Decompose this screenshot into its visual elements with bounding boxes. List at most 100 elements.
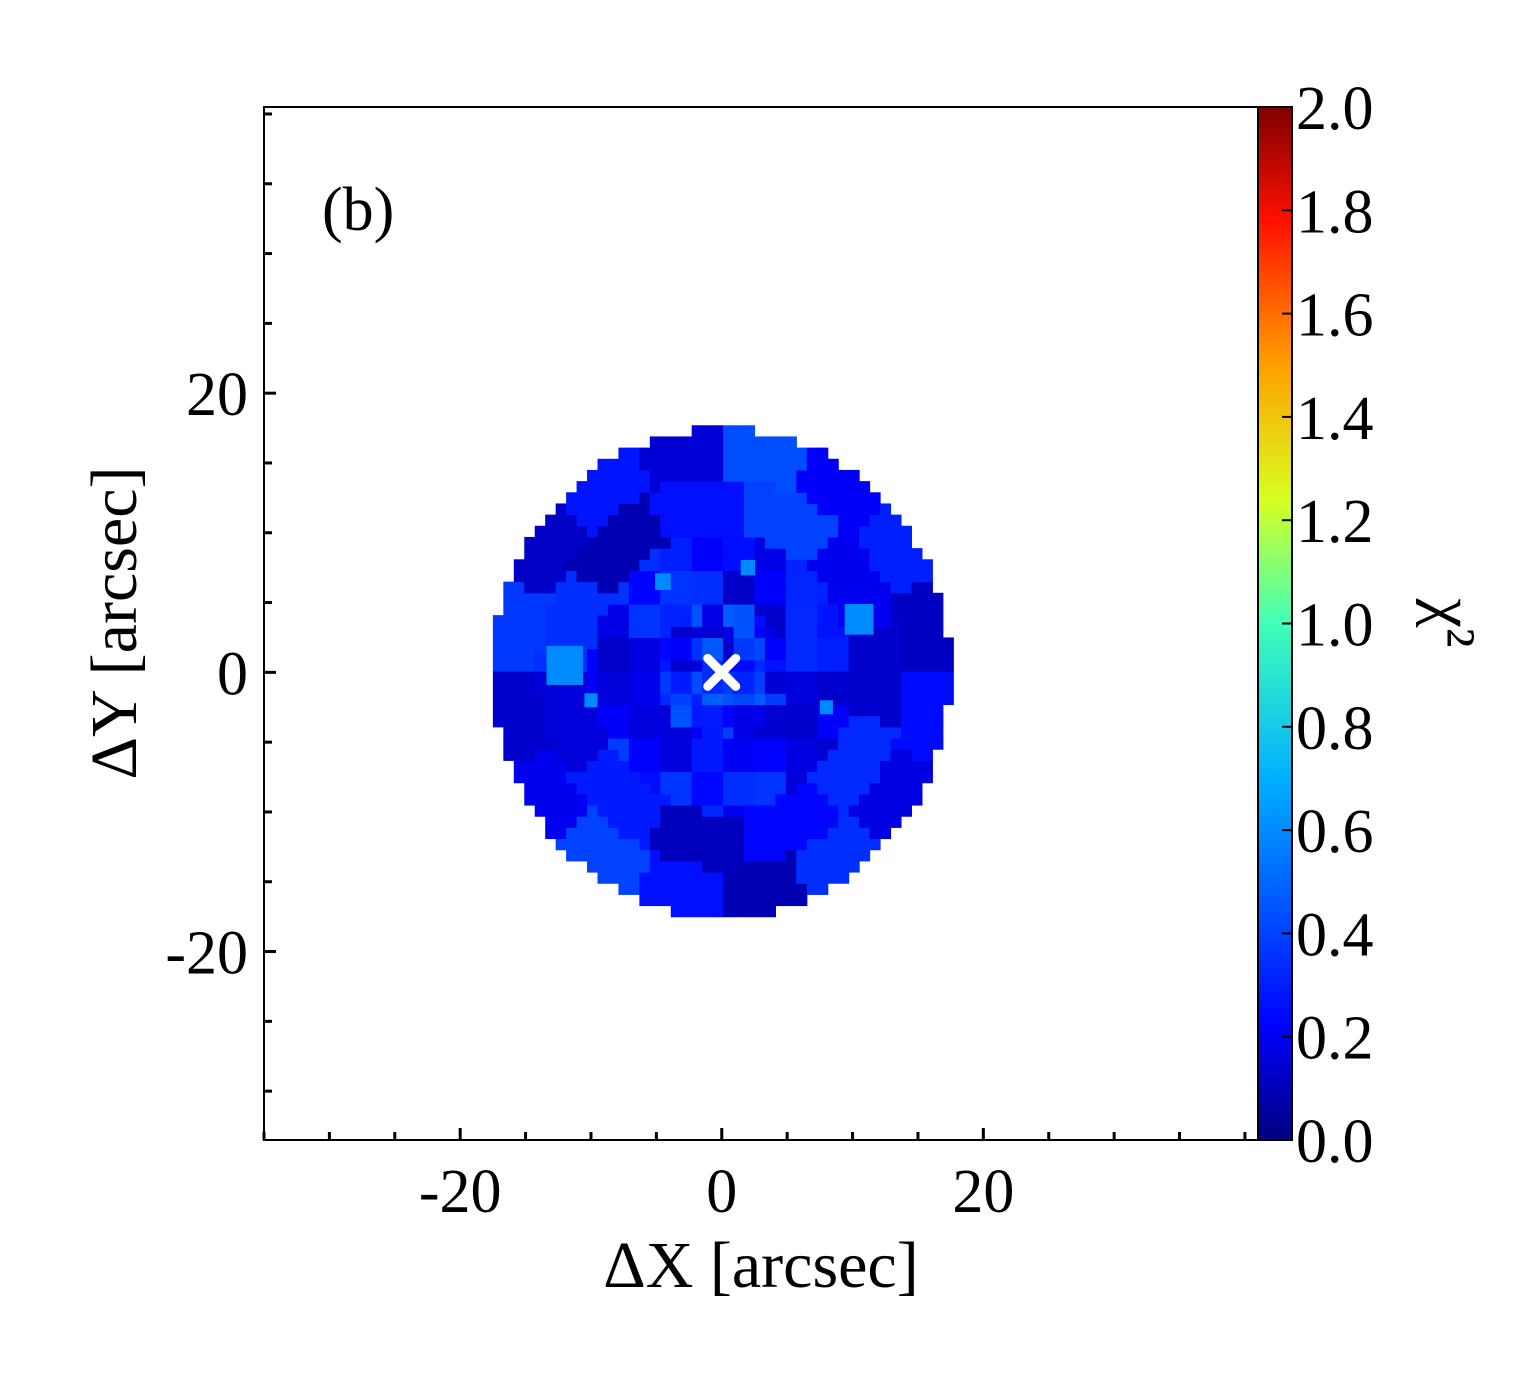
heatmap-cell <box>796 514 808 527</box>
heatmap-cell <box>597 715 609 728</box>
heatmap-cell <box>660 760 672 773</box>
heatmap-cell <box>764 525 776 538</box>
heatmap-cell <box>597 559 609 572</box>
heatmap-cell <box>597 603 609 616</box>
heatmap-cell <box>702 626 714 639</box>
heatmap-cell <box>900 536 913 549</box>
heatmap-cell <box>806 849 818 862</box>
heatmap-cell <box>869 793 881 806</box>
heatmap-cell <box>649 592 661 605</box>
heatmap-cell <box>681 871 693 884</box>
heatmap-cell <box>702 447 714 460</box>
heatmap-cell <box>869 615 881 627</box>
heatmap-cell <box>775 704 787 717</box>
heatmap-cell <box>681 548 693 560</box>
heatmap-cell <box>764 626 776 639</box>
heatmap-cell <box>911 760 923 773</box>
heatmap-cell <box>723 581 735 594</box>
heatmap-cell <box>775 883 787 895</box>
heatmap-cell <box>869 704 881 717</box>
heatmap-cell <box>848 793 860 806</box>
heatmap-cell <box>618 816 630 828</box>
heatmap-cell <box>681 492 693 505</box>
heatmap-cell <box>534 626 546 639</box>
heatmap-cell <box>723 436 735 449</box>
heatmap-cell <box>691 425 703 438</box>
heatmap-cell <box>869 525 881 538</box>
heatmap-cell <box>754 715 766 728</box>
heatmap-cell <box>723 749 735 761</box>
heatmap-cell <box>869 592 881 605</box>
heatmap-cell <box>848 737 860 750</box>
heatmap-cell <box>723 525 735 538</box>
heatmap-cell <box>702 559 714 572</box>
heatmap-cell <box>880 615 892 627</box>
heatmap-cell <box>691 793 703 806</box>
heatmap-cell <box>618 570 630 583</box>
heatmap-cell <box>900 615 913 627</box>
heatmap-cell <box>607 536 620 549</box>
heatmap-cell <box>597 849 609 862</box>
heatmap-cell <box>796 503 808 516</box>
heatmap-cell <box>890 737 902 750</box>
heatmap-cell <box>733 581 745 594</box>
heatmap-cell <box>838 726 850 739</box>
heatmap-cell <box>534 648 546 661</box>
heatmap-cell <box>796 603 808 616</box>
heatmap-cell <box>524 570 536 583</box>
heatmap-cell <box>900 749 913 761</box>
heatmap-cell <box>587 670 599 683</box>
heatmap-cell <box>764 749 776 761</box>
heatmap-cell <box>733 871 745 884</box>
heatmap-cell <box>649 849 661 862</box>
heatmap-cell <box>743 827 756 840</box>
heatmap-cell <box>670 860 682 873</box>
heatmap-cell <box>660 860 672 873</box>
heatmap-cell <box>775 458 787 471</box>
heatmap-cell <box>649 726 661 739</box>
heatmap-cell <box>733 715 745 728</box>
heatmap-cell <box>628 737 640 750</box>
heatmap-cell <box>859 481 871 493</box>
heatmap-cell <box>880 827 892 840</box>
heatmap-cell <box>796 559 808 572</box>
heatmap-cell <box>607 514 620 527</box>
heatmap-cell <box>534 559 546 572</box>
heatmap-cell <box>932 637 944 650</box>
heatmap-cell <box>628 469 640 482</box>
heatmap-cell <box>691 436 703 449</box>
heatmap-cell <box>859 659 871 672</box>
heatmap-cell <box>723 871 735 884</box>
heatmap-cell <box>660 771 672 784</box>
heatmap-cell <box>900 648 913 661</box>
heatmap-cell <box>691 860 703 873</box>
heatmap-cell <box>817 492 829 505</box>
heatmap-cell <box>534 726 546 739</box>
heatmap-cell <box>806 581 818 594</box>
heatmap-cell <box>754 436 766 449</box>
heatmap-cell <box>733 905 745 918</box>
heatmap-cell <box>890 693 902 706</box>
heatmap-cell <box>869 749 881 761</box>
heatmap-cell <box>566 603 578 616</box>
heatmap-cell <box>743 726 756 739</box>
heatmap-cell <box>639 871 651 884</box>
heatmap-cell <box>555 603 567 616</box>
heatmap-cell <box>817 481 829 493</box>
heatmap-cell <box>681 793 693 806</box>
heatmap-cell <box>723 793 735 806</box>
heatmap-cell <box>754 581 766 594</box>
heatmap-cell <box>754 615 766 627</box>
heatmap-cell <box>890 536 902 549</box>
heatmap-cell <box>628 771 640 784</box>
heatmap-cell <box>618 469 630 482</box>
heatmap-cell <box>764 592 776 605</box>
heatmap-cell <box>670 458 682 471</box>
heatmap-cell <box>628 804 640 817</box>
heatmap-cell <box>911 659 923 672</box>
heatmap-cell <box>900 592 913 605</box>
heatmap-cell <box>817 525 829 538</box>
heatmap-cell <box>492 670 504 683</box>
heatmap-cell <box>712 436 724 449</box>
heatmap-cell <box>900 670 913 683</box>
